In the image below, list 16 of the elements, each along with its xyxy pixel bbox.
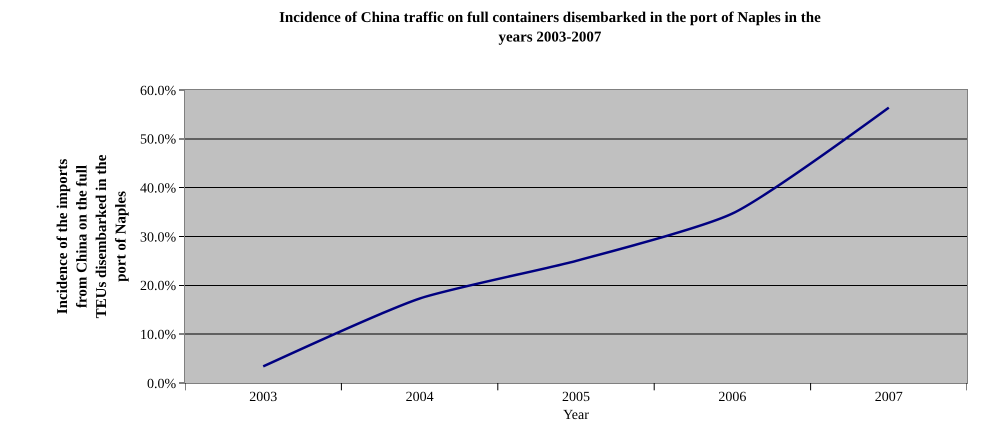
y-axis-title: Incidence of the imports from China on the full TEUs disembarked in the port of Naples — [54, 154, 130, 318]
line-series — [262, 106, 890, 368]
y-tick-label: 20.0% — [140, 279, 177, 294]
x-tick-label: 2004 — [406, 390, 434, 405]
y-tick-label: 50.0% — [140, 132, 177, 148]
y-tick-label: 40.0% — [140, 182, 177, 197]
y-tick-label: 0.0% — [147, 376, 177, 392]
x-tick-label: 2003 — [249, 390, 278, 405]
x-axis-title: Year — [563, 408, 590, 424]
y-tick-label: 30.0% — [140, 230, 177, 246]
x-tick-label: 2007 — [874, 390, 903, 405]
x-tick-label: 2006 — [718, 390, 746, 405]
y-tick-label: 60.0% — [140, 84, 177, 99]
y-tick-label: 10.0% — [140, 328, 177, 344]
x-tick-label: 2005 — [562, 390, 590, 405]
chart-title: Incidence of China traffic on full containers disembarked in the port of Naples in the years 2003-2007 — [279, 10, 822, 46]
